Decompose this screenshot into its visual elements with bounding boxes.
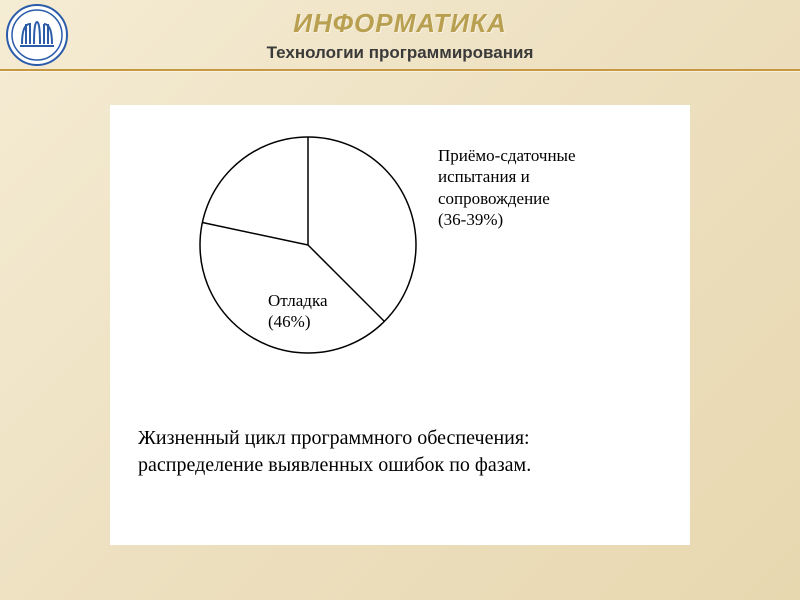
- content-panel: Приёмо-сдаточные испытания и сопровожден…: [110, 105, 690, 545]
- slice-label-debugging: Отладка (46%): [268, 290, 428, 333]
- caption-line: Жизненный цикл программного обеспечения:: [138, 427, 530, 449]
- pie-chart: Приёмо-сдаточные испытания и сопровожден…: [138, 125, 662, 385]
- label-text: Отладка: [268, 291, 328, 310]
- caption-line: распределение выявленных ошибок по фазам…: [138, 454, 531, 476]
- slide-title: ИНФОРМАТИКА: [0, 8, 800, 39]
- label-text: испытания и: [438, 167, 530, 186]
- label-text: Приёмо-сдаточные: [438, 146, 576, 165]
- slide-subtitle: Технологии программирования: [0, 43, 800, 63]
- slide-header: ИНФОРМАТИКА Технологии программирования: [0, 0, 800, 75]
- header-divider: [0, 69, 800, 71]
- label-text: сопровождение: [438, 189, 550, 208]
- label-text: (36-39%): [438, 210, 503, 229]
- label-text: (46%): [268, 312, 310, 331]
- chart-caption: Жизненный цикл программного обеспечения:…: [138, 425, 662, 479]
- slice-label-acceptance: Приёмо-сдаточные испытания и сопровожден…: [438, 145, 658, 230]
